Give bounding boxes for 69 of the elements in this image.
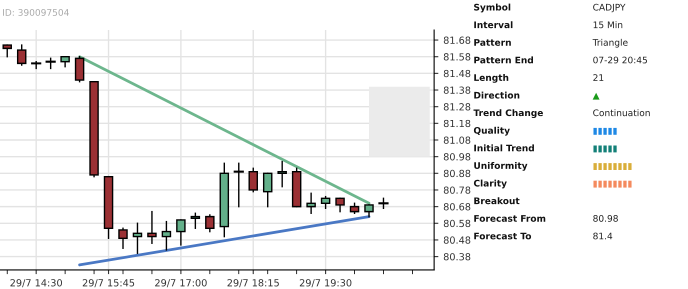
y-tick-label: 81.08 [444, 136, 470, 144]
category-label: Symbol [474, 4, 510, 12]
text: ▲ [592, 92, 600, 100]
y-tick-label: 80.68 [444, 203, 470, 210]
text: 07-29 20:45 [593, 56, 647, 64]
category-label: Initial Trend [474, 144, 534, 152]
text: Triangle [592, 38, 628, 48]
text: Continuation [593, 109, 650, 116]
category-label: Pattern End [474, 56, 533, 64]
candlestick [378, 198, 389, 209]
category-label: Direction [474, 92, 520, 99]
text: 15 Min [594, 21, 622, 28]
category-label: Uniformity [474, 162, 528, 171]
y-tick-label: 81.58 [444, 53, 470, 61]
text: CADJPY [593, 4, 626, 12]
y-tick-label: 81.28 [444, 103, 470, 111]
x-tick-label: 29/7 18:15 [227, 279, 279, 288]
category-label: Trend Change [473, 109, 543, 118]
candlestick [60, 56, 70, 68]
candlestick [248, 168, 258, 192]
category-label: Interval [474, 21, 512, 28]
candlestick [118, 228, 128, 249]
y-tick-label: 80.58 [444, 220, 470, 228]
candlestick [2, 44, 12, 58]
category-label: Breakout [474, 197, 520, 204]
y-tick-label: 80.38 [444, 253, 470, 260]
candlestick [262, 172, 272, 208]
candlestick [205, 214, 215, 232]
text: 81.4 [593, 232, 612, 240]
y-tick-label: 80.78 [444, 186, 470, 194]
candlestick [31, 61, 42, 70]
candlestick [162, 220, 172, 251]
candlestick [74, 56, 84, 82]
text: ▮▮▮▮▮▮▮▮ [593, 163, 632, 170]
candlestick [335, 198, 345, 212]
y-tick-label: 80.98 [444, 153, 470, 160]
candlestick [350, 202, 360, 214]
y-tick-label: 80.48 [444, 236, 470, 244]
candlestick [176, 219, 186, 246]
x-tick-label: 29/7 17:00 [155, 279, 207, 288]
candlestick [306, 192, 316, 214]
y-tick-label: 81.18 [444, 120, 470, 128]
candlestick [16, 44, 26, 66]
candlestick [320, 196, 330, 209]
candlestick [46, 58, 56, 70]
candlestick [277, 160, 287, 188]
text: ▮▮▮▮▮▮▮▮ [593, 180, 632, 188]
y-tick-label: 81.48 [444, 70, 470, 78]
text: ▮▮▮▮▮ [593, 146, 617, 152]
category-label: Forecast To [474, 232, 532, 240]
candlestick [147, 210, 157, 244]
text: 21 [593, 74, 604, 81]
candlestick [132, 222, 142, 254]
y-tick-label: 80.88 [444, 170, 470, 178]
x-tick-label: 29/7 14:30 [10, 279, 62, 288]
text: 80.98 [593, 214, 618, 222]
category-label: Forecast From [474, 215, 546, 222]
y-tick-label: 81.38 [444, 86, 470, 94]
text: ID: 390097504 [3, 9, 69, 16]
category-label: Length [474, 74, 508, 83]
y-tick-label: 81.68 [444, 36, 470, 44]
category-label: Clarity [474, 180, 507, 188]
x-tick-label: 29/7 15:45 [82, 279, 134, 288]
x-tick-label: 29/7 19:30 [300, 279, 352, 288]
category-label: Pattern [474, 39, 511, 46]
category-label: Quality [474, 126, 510, 136]
text: ▮▮▮▮▮ [593, 128, 617, 135]
candlestick [234, 162, 244, 208]
candlestick [190, 212, 200, 229]
